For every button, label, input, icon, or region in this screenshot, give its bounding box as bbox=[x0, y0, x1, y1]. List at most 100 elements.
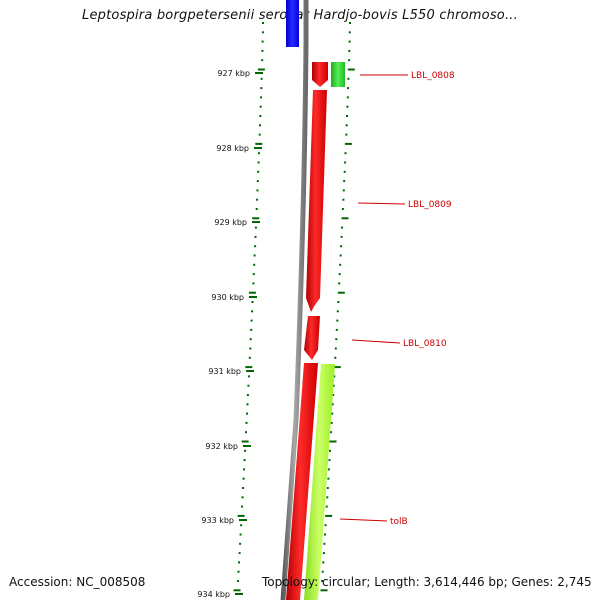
kbp-tick-mark bbox=[239, 519, 247, 521]
scale-dot bbox=[257, 161, 260, 164]
kbp-tick-label: 934 kbp bbox=[197, 590, 230, 599]
gene-green[interactable] bbox=[331, 62, 345, 87]
gene-leader-line bbox=[351, 339, 401, 344]
scale-dot bbox=[327, 477, 330, 480]
scale-dot bbox=[332, 394, 335, 396]
scale-dot bbox=[257, 68, 265, 71]
scale-dot bbox=[323, 542, 326, 545]
gene-blue[interactable] bbox=[286, 0, 299, 47]
scale-dot bbox=[247, 375, 250, 378]
scale-dot bbox=[260, 77, 263, 80]
scale-dot bbox=[320, 589, 328, 592]
scale-dot bbox=[331, 412, 334, 415]
kbp-ticks: 927 kbp 928 kbp 929 kbp 930 kbp 931 kbp 932 k… bbox=[197, 69, 263, 599]
scale-dot bbox=[336, 319, 339, 322]
scale-dot bbox=[343, 180, 346, 183]
gene-label[interactable]: LBL_0810 bbox=[403, 339, 447, 349]
scale-dot bbox=[336, 310, 339, 313]
scale-dot bbox=[328, 459, 331, 462]
scale-dot bbox=[347, 87, 350, 90]
gene-labels: LBL_0808 LBL_0809 LBL_0810 tolB bbox=[339, 71, 455, 527]
scale-dot bbox=[333, 375, 336, 378]
scale-dot bbox=[252, 282, 255, 285]
gene-lime[interactable] bbox=[304, 364, 335, 600]
scale-dot bbox=[252, 273, 255, 276]
scale-dot bbox=[340, 235, 343, 238]
scale-dot bbox=[337, 301, 340, 303]
kbp-tick-mark bbox=[255, 72, 263, 74]
kbp-tick-mark bbox=[246, 370, 254, 372]
scale-dot bbox=[238, 561, 240, 564]
scale-dot bbox=[329, 449, 331, 452]
gene-lbl-0808[interactable] bbox=[312, 62, 328, 87]
scale-dot bbox=[344, 161, 347, 164]
scale-dot bbox=[241, 440, 249, 443]
scale-dot bbox=[348, 49, 351, 52]
kbp-tick-mark bbox=[235, 593, 243, 595]
scale-dot bbox=[251, 301, 254, 303]
scale-dot bbox=[241, 505, 244, 508]
gene-label[interactable]: LBL_0808 bbox=[411, 71, 455, 81]
kbp-tick-label: 930 kbp bbox=[211, 293, 244, 302]
scale-dot bbox=[254, 226, 257, 229]
kbp-tick-mark bbox=[249, 296, 257, 298]
scale-dot bbox=[245, 366, 253, 369]
scale-dot bbox=[347, 77, 350, 80]
scale-dot bbox=[249, 338, 252, 341]
scale-dot bbox=[260, 96, 262, 99]
scale-dot bbox=[259, 115, 262, 117]
scale-dot bbox=[246, 412, 248, 415]
gene-label[interactable]: LBL_0809 bbox=[408, 200, 452, 210]
scale-dot bbox=[239, 533, 242, 536]
scale-dot bbox=[254, 245, 257, 248]
scale-dot bbox=[339, 254, 342, 257]
gene-label[interactable]: tolB bbox=[390, 517, 408, 527]
scale-dot bbox=[237, 514, 245, 517]
scale-dot bbox=[260, 87, 263, 90]
scale-dot bbox=[251, 310, 254, 313]
scale-dot bbox=[261, 59, 264, 62]
scale-dot bbox=[239, 542, 242, 545]
scale-dot bbox=[335, 328, 338, 331]
kbp-tick-mark bbox=[252, 221, 260, 223]
scale-dot bbox=[256, 198, 259, 201]
scale-dot bbox=[233, 589, 241, 592]
gene-lbl-0809[interactable] bbox=[306, 90, 327, 312]
scale-dot bbox=[255, 142, 263, 145]
scale-dot bbox=[349, 22, 351, 24]
scale-dot bbox=[243, 459, 246, 462]
scale-dot bbox=[245, 421, 248, 424]
right-dotted-scale bbox=[320, 22, 355, 592]
gene-tolb[interactable] bbox=[286, 363, 318, 600]
scale-dot bbox=[259, 124, 261, 127]
scale-dot bbox=[345, 133, 348, 136]
scale-dot bbox=[339, 263, 342, 266]
scale-dot bbox=[334, 356, 337, 359]
gene-lbl-0810[interactable] bbox=[304, 316, 320, 360]
gene-leader-line bbox=[357, 202, 406, 205]
scale-dot bbox=[256, 189, 259, 192]
scale-dot bbox=[256, 180, 259, 183]
scale-dot bbox=[337, 291, 345, 294]
kbp-tick-label: 933 kbp bbox=[201, 516, 234, 525]
kbp-tick-label: 928 kbp bbox=[216, 144, 249, 153]
scale-dot bbox=[331, 403, 334, 406]
scale-dot bbox=[326, 487, 329, 489]
scale-dot bbox=[322, 552, 325, 555]
scale-dot bbox=[238, 552, 241, 555]
scale-dot bbox=[325, 505, 328, 508]
scale-dot bbox=[241, 496, 244, 499]
scale-dot bbox=[237, 570, 240, 573]
scale-dot bbox=[258, 133, 261, 136]
map-title: Leptospira borgpetersenii serovar Hardjo… bbox=[82, 8, 518, 23]
scale-dot bbox=[324, 533, 326, 536]
scale-dot bbox=[330, 421, 333, 424]
scale-dot bbox=[262, 22, 264, 24]
scale-dot bbox=[249, 347, 252, 350]
scale-dot bbox=[348, 31, 351, 34]
kbp-tick-mark bbox=[254, 147, 262, 149]
scale-dot bbox=[327, 468, 330, 471]
scale-dot bbox=[248, 291, 256, 294]
scale-dot bbox=[326, 496, 329, 499]
